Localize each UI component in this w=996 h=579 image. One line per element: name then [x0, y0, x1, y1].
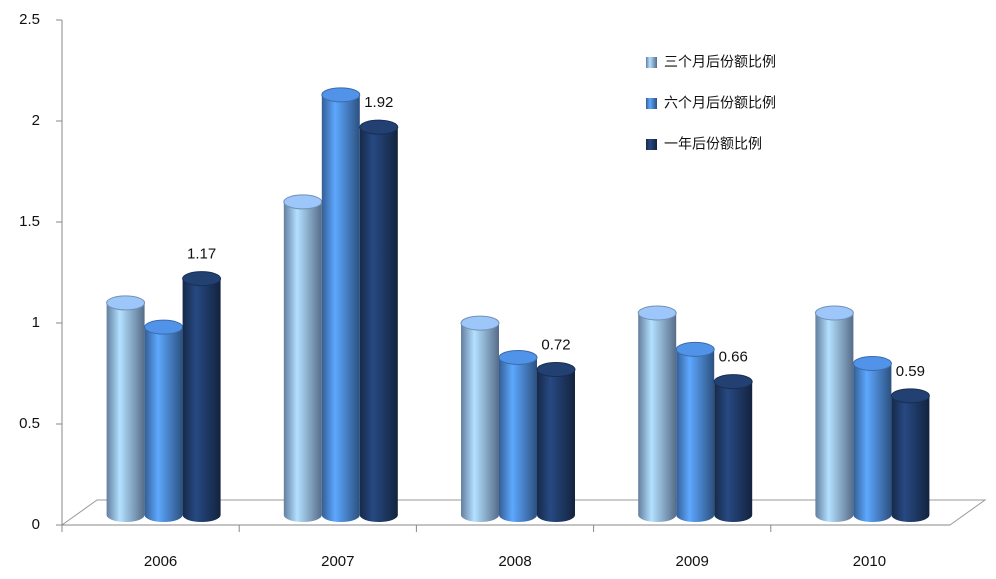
bar-top [283, 194, 323, 210]
bar-body [359, 127, 398, 515]
x-tick-label: 2008 [498, 553, 531, 570]
bar [713, 374, 753, 522]
bar-top [713, 374, 753, 390]
legend-label: 六个月后份额比例 [664, 95, 776, 111]
bar [852, 356, 892, 522]
bar-body [815, 313, 854, 515]
y-tick-label: 1 [32, 314, 40, 331]
bar-body [461, 323, 499, 515]
bar-body [182, 278, 221, 515]
bar [321, 87, 361, 522]
bar-top [144, 319, 184, 335]
bar [498, 349, 538, 522]
bar-body [321, 94, 360, 515]
bar-body [144, 327, 183, 515]
y-tick-label: 2 [32, 112, 40, 129]
bar [637, 305, 677, 522]
bar [675, 341, 715, 522]
bar-body [891, 395, 930, 515]
bar-top [814, 305, 854, 321]
x-tick-label: 2007 [321, 553, 354, 570]
bar [814, 305, 854, 522]
bar [283, 194, 323, 522]
bar-body [537, 369, 575, 515]
legend-label: 一年后份额比例 [664, 136, 762, 152]
y-tick-label: 0 [32, 516, 40, 533]
data-label: 1.92 [364, 94, 393, 111]
bar-body [106, 302, 145, 515]
bar [106, 295, 146, 522]
legend-swatch [646, 139, 657, 150]
legend-swatch [646, 98, 657, 109]
bar [144, 319, 184, 522]
y-tick-label: 1.5 [19, 213, 40, 230]
bar-top [460, 315, 500, 331]
bar-top [321, 87, 361, 103]
bar-body [853, 363, 892, 515]
bar [359, 119, 399, 522]
bar-top [890, 388, 930, 404]
x-tick-label: 2010 [853, 553, 886, 570]
bar-top [359, 119, 399, 135]
bar-body [676, 349, 715, 515]
bar-top [637, 305, 677, 321]
bar-body [714, 381, 753, 515]
bar-body [638, 313, 677, 515]
bar-top [675, 341, 715, 357]
bar [536, 362, 576, 522]
y-tick-label: 0.5 [19, 415, 40, 432]
bar-body [499, 357, 537, 515]
bar-top [852, 356, 892, 371]
bar-body [283, 201, 322, 515]
data-label: 1.17 [187, 246, 216, 263]
data-label: 0.72 [541, 337, 570, 354]
bar-top [498, 349, 538, 365]
legend-label: 三个月后份额比例 [664, 54, 776, 70]
legend-swatch [646, 57, 657, 68]
bar-top [106, 295, 146, 311]
bar [182, 271, 222, 522]
bar-top [536, 362, 576, 378]
y-tick-label: 2.5 [19, 11, 40, 28]
bar [460, 315, 500, 522]
bar-top [182, 271, 222, 287]
data-label: 0.66 [719, 349, 748, 366]
bar [890, 388, 930, 522]
data-label: 0.59 [896, 363, 925, 380]
x-tick-label: 2009 [676, 553, 709, 570]
x-tick-label: 2006 [144, 553, 177, 570]
